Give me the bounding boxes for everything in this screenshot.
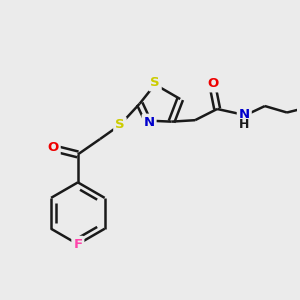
Text: H: H <box>239 118 249 131</box>
Text: O: O <box>207 77 218 91</box>
Text: N: N <box>239 108 250 121</box>
Text: N: N <box>143 116 155 129</box>
Text: F: F <box>73 238 83 251</box>
Text: S: S <box>150 76 160 89</box>
Text: S: S <box>115 118 125 131</box>
Text: O: O <box>47 141 59 154</box>
